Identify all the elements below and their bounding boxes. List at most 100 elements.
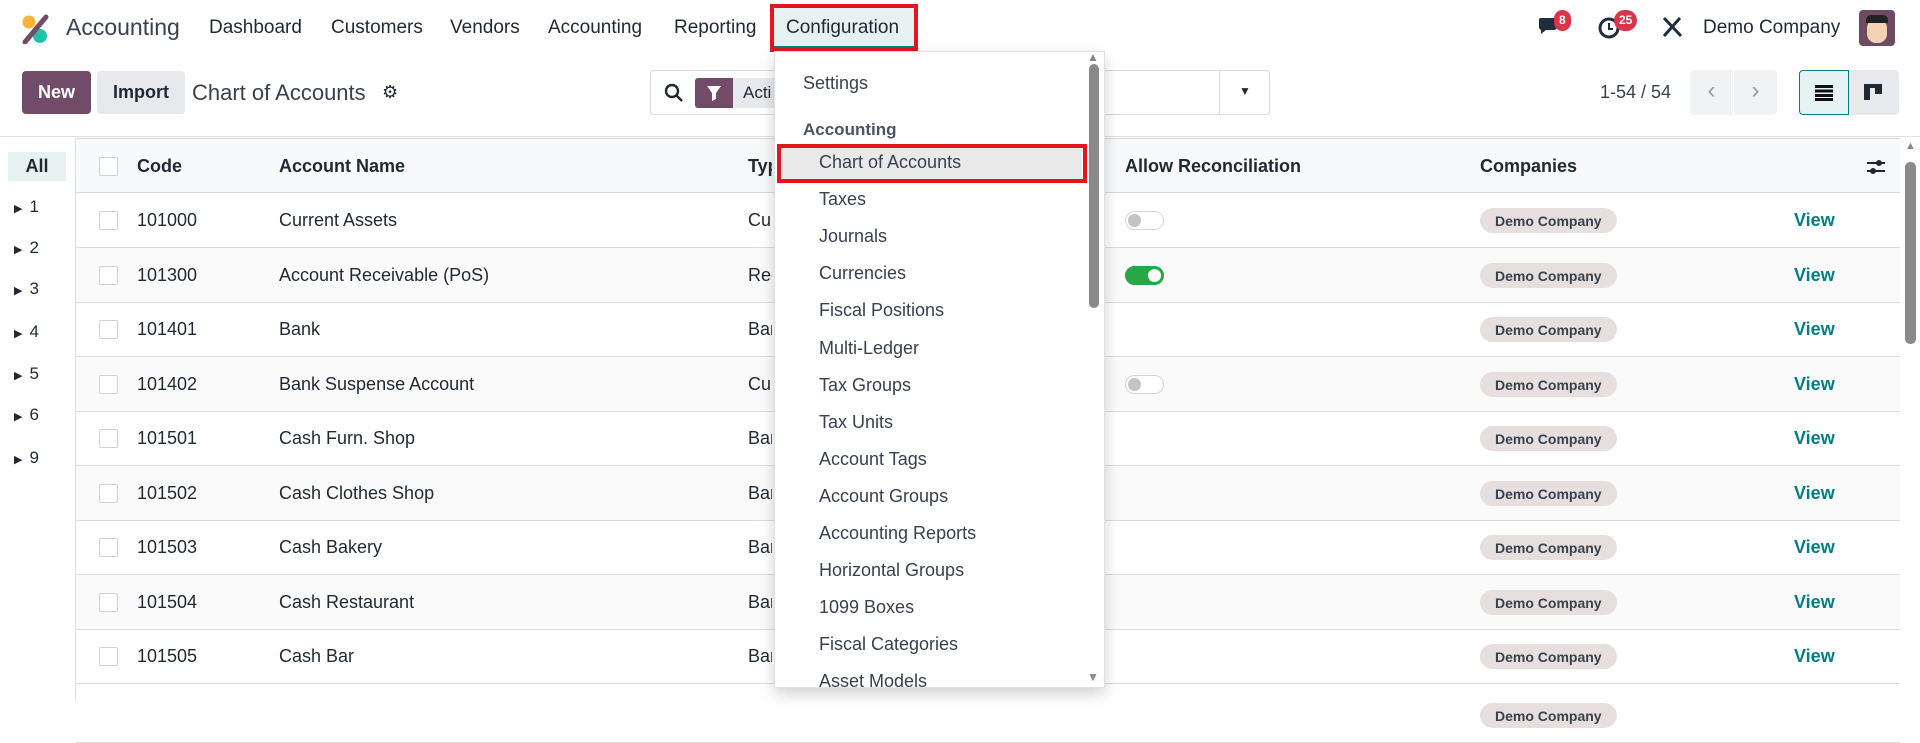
row-checkbox[interactable] <box>99 374 118 394</box>
menu-item[interactable]: Journals <box>819 226 888 247</box>
sidebar-item-group[interactable]: ▶ 2 <box>14 238 39 258</box>
menu-item[interactable]: Accounting Reports <box>819 523 977 543</box>
app-name[interactable]: Accounting <box>66 14 180 40</box>
row-checkbox[interactable] <box>99 265 118 285</box>
row-checkbox[interactable] <box>99 538 118 557</box>
company-tag: Demo Company <box>1480 644 1617 669</box>
view-button[interactable]: View <box>1794 264 1835 285</box>
company-tag: Demo Company <box>1480 208 1617 233</box>
table-row[interactable]: 101401 Bank Bank and Cash Demo Company View <box>76 302 1900 357</box>
column-type[interactable]: Type <box>748 156 772 176</box>
row-checkbox[interactable] <box>99 429 118 448</box>
cell-code: 101505 <box>137 646 198 666</box>
view-button[interactable]: View <box>1794 482 1835 503</box>
menu-item[interactable]: Fiscal Categories <box>819 634 959 655</box>
menu-item[interactable]: Horizontal Groups <box>819 560 965 581</box>
gear-icon[interactable]: ⚙ <box>382 82 399 102</box>
select-all-checkbox[interactable] <box>99 157 118 176</box>
table-row[interactable]: Demo Company <box>76 688 1900 743</box>
company-tag: Demo Company <box>1480 317 1617 342</box>
menu-item[interactable]: Fiscal Positions <box>819 300 945 321</box>
cell-type: Bank and Cash <box>748 428 772 448</box>
sidebar-item-group[interactable]: ▶ 6 <box>14 405 39 425</box>
row-checkbox[interactable] <box>99 592 118 612</box>
row-checkbox[interactable] <box>99 647 118 666</box>
user-avatar[interactable] <box>1859 10 1895 46</box>
row-checkbox[interactable] <box>99 211 118 230</box>
cell-account-name: Bank <box>279 319 321 339</box>
messages-icon[interactable] <box>1537 15 1563 39</box>
pager-value[interactable]: 1-54 / 54 <box>1600 82 1672 102</box>
search-options-toggle[interactable]: ▼ <box>1219 71 1270 114</box>
menu-item[interactable]: Currencies <box>819 263 907 284</box>
scroll-down-icon[interactable]: ▼ <box>1087 670 1099 684</box>
menu-item-settings[interactable]: Settings <box>803 73 869 93</box>
menu-item[interactable]: Account Groups <box>819 485 949 506</box>
sidebar-item-all[interactable]: All <box>8 152 66 181</box>
scroll-up-icon[interactable]: ▲ <box>1087 51 1099 64</box>
sidebar-item-label: 2 <box>29 238 39 257</box>
column-allow-reconciliation[interactable]: Allow Reconciliation <box>1125 156 1302 176</box>
scrollbar-thumb[interactable] <box>1905 162 1916 344</box>
page-scrollbar[interactable]: ▲ <box>1902 138 1920 702</box>
view-button[interactable]: View <box>1794 319 1835 339</box>
debug-tools-icon[interactable] <box>1660 15 1684 39</box>
sidebar-item-group[interactable]: ▶ 1 <box>14 197 39 217</box>
company-switcher[interactable]: Demo Company <box>1703 17 1841 38</box>
caret-down-icon: ▼ <box>1239 84 1251 98</box>
cell-type: Bank and Cash <box>748 591 772 612</box>
nav-vendors[interactable]: Vendors <box>450 17 520 38</box>
dropdown-scrollbar-thumb[interactable] <box>1089 64 1099 308</box>
view-button[interactable]: View <box>1794 210 1835 230</box>
view-button[interactable]: View <box>1794 591 1835 612</box>
menu-item[interactable]: Asset Models <box>819 671 928 688</box>
sidebar-item-label: 4 <box>29 322 39 341</box>
column-companies[interactable]: Companies <box>1480 156 1578 176</box>
row-checkbox[interactable] <box>99 320 118 339</box>
menu-item[interactable]: Multi-Ledger <box>819 337 920 358</box>
view-button[interactable]: View <box>1794 646 1835 666</box>
row-checkbox[interactable] <box>99 483 118 503</box>
caret-right-icon: ▶ <box>14 454 23 466</box>
allow-reconciliation-toggle[interactable] <box>1125 211 1164 230</box>
nav-accounting[interactable]: Accounting <box>548 17 643 38</box>
column-account-name[interactable]: Account Name <box>279 156 406 176</box>
app-logo-icon[interactable] <box>20 14 50 44</box>
allow-reconciliation-toggle[interactable] <box>1125 265 1164 285</box>
nav-dashboard[interactable]: Dashboard <box>209 17 302 38</box>
pager-previous-button[interactable]: ‹ <box>1690 70 1733 115</box>
sidebar-item-group[interactable]: ▶ 4 <box>14 322 39 342</box>
menu-item[interactable]: Chart of Accounts <box>819 152 962 172</box>
menu-item[interactable]: Tax Groups <box>819 374 912 395</box>
menu-item[interactable]: Account Tags <box>819 448 927 469</box>
cell-code: 101503 <box>137 537 198 557</box>
new-button[interactable]: New <box>22 71 91 114</box>
pager-next-button[interactable]: › <box>1734 70 1777 115</box>
menu-item[interactable]: Tax Units <box>819 411 894 432</box>
view-button[interactable]: View <box>1794 373 1835 394</box>
list-view-button[interactable] <box>1799 70 1849 115</box>
cell-type: Bank and Cash <box>748 319 772 339</box>
menu-section-accounting: Accounting <box>803 120 897 139</box>
menu-item[interactable]: 1099 Boxes <box>819 597 915 618</box>
sidebar-item-group[interactable]: ▶ 5 <box>14 364 39 384</box>
table-row[interactable]: 101505 Cash Bar Bank and Cash Demo Company V… <box>76 629 1900 684</box>
nav-configuration[interactable]: Configuration <box>774 8 914 48</box>
allow-reconciliation-toggle[interactable] <box>1125 374 1164 394</box>
optional-columns-icon[interactable] <box>1866 158 1886 176</box>
column-code[interactable]: Code <box>137 156 182 176</box>
nav-customers[interactable]: Customers <box>331 17 423 38</box>
caret-right-icon: ▶ <box>14 285 23 297</box>
sidebar-item-group[interactable]: ▶ 3 <box>14 279 39 299</box>
scroll-up-icon[interactable]: ▲ <box>1905 140 1916 152</box>
view-button[interactable]: View <box>1794 428 1835 448</box>
sidebar-item-group[interactable]: ▶ 9 <box>14 448 39 468</box>
import-button[interactable]: Import <box>97 71 185 114</box>
search-icon[interactable] <box>664 83 684 103</box>
highlight-box <box>777 144 1087 183</box>
view-button[interactable]: View <box>1794 537 1835 557</box>
menu-item[interactable]: Taxes <box>819 189 867 210</box>
caret-right-icon: ▶ <box>14 203 23 215</box>
nav-reporting[interactable]: Reporting <box>674 17 757 38</box>
kanban-view-button[interactable] <box>1849 70 1899 115</box>
